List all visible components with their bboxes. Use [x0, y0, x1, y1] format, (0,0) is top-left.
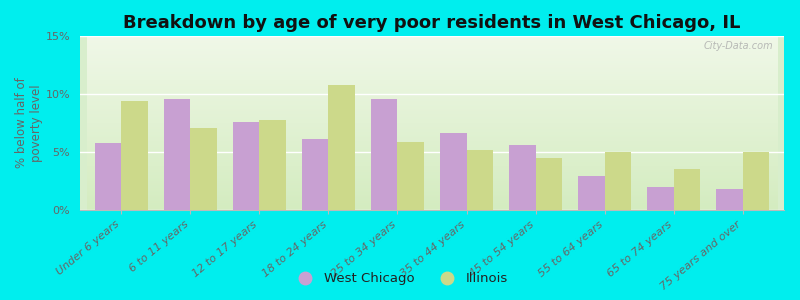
Text: City-Data.com: City-Data.com — [704, 41, 774, 51]
Bar — [466, 150, 493, 210]
Bar — [716, 189, 742, 210]
Bar — [329, 85, 354, 210]
Bar — [440, 134, 466, 210]
Bar — [190, 128, 217, 210]
Bar — [234, 122, 259, 210]
Bar — [302, 139, 329, 210]
Legend: West Chicago, Illinois: West Chicago, Illinois — [286, 267, 514, 290]
Bar — [578, 176, 605, 210]
Bar — [535, 158, 562, 210]
Title: Breakdown by age of very poor residents in West Chicago, IL: Breakdown by age of very poor residents … — [123, 14, 741, 32]
Bar — [674, 169, 700, 210]
Bar — [398, 142, 424, 210]
Bar — [371, 99, 398, 210]
Bar — [647, 187, 674, 210]
Bar — [95, 143, 122, 210]
Bar — [164, 99, 190, 210]
Bar — [122, 101, 148, 210]
Bar — [510, 145, 535, 210]
Bar — [605, 152, 630, 210]
Y-axis label: % below half of
poverty level: % below half of poverty level — [15, 78, 43, 168]
Bar — [259, 119, 286, 210]
Bar — [742, 152, 769, 210]
